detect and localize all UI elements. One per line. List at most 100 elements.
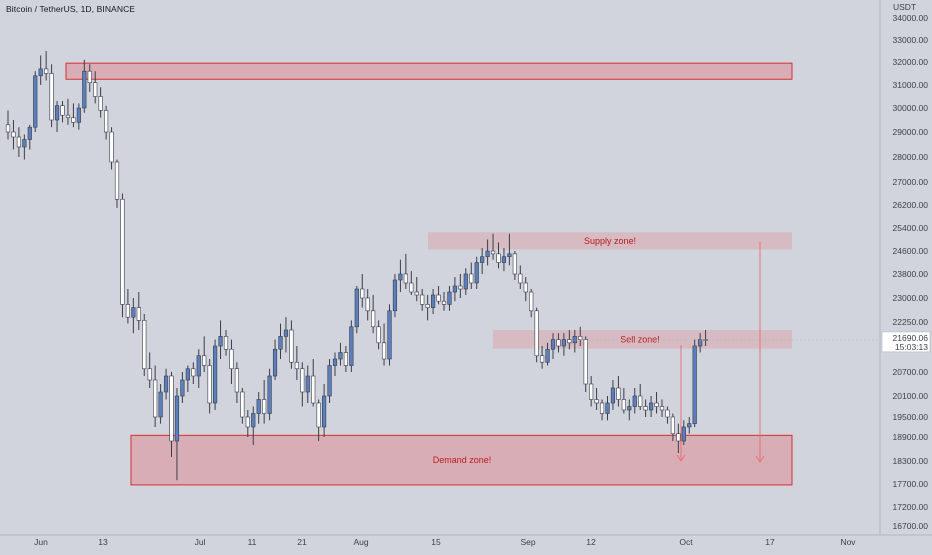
candle-body-down <box>496 253 501 263</box>
price-axis-tick: 24600.00 <box>893 246 929 256</box>
candle <box>93 71 98 104</box>
candle-body-up <box>278 336 283 350</box>
price-axis-unit: USDT <box>893 2 916 12</box>
candle-body-down <box>294 361 299 370</box>
candle <box>529 289 534 318</box>
candle <box>267 368 272 421</box>
candle <box>311 359 316 407</box>
candle <box>561 333 566 356</box>
candle <box>507 233 512 266</box>
candle-body-down <box>44 68 49 74</box>
candle <box>643 399 648 417</box>
candle <box>496 242 501 269</box>
candle <box>371 295 376 334</box>
zone-supply[interactable] <box>428 232 792 250</box>
candle-body-up <box>131 307 136 318</box>
candle <box>430 289 436 314</box>
candle <box>109 127 114 170</box>
candle <box>594 388 599 410</box>
candle-body-down <box>343 352 349 366</box>
candle-body-down <box>583 339 588 385</box>
candle <box>654 392 659 414</box>
candle <box>76 103 81 130</box>
candle-body-up <box>354 288 359 328</box>
candle <box>436 286 441 305</box>
zone-top-resistance[interactable] <box>65 62 793 80</box>
candle-body-up <box>332 358 338 366</box>
candle-body-down <box>512 253 517 275</box>
candle-body-up <box>327 365 332 397</box>
candle <box>490 233 496 260</box>
candle <box>294 346 299 380</box>
candle-body-up <box>507 253 512 258</box>
candle <box>605 396 610 421</box>
candle-body-up <box>605 402 610 414</box>
candle-body-up <box>163 375 169 393</box>
candle <box>153 365 158 427</box>
time-axis-tick: Sep <box>520 537 535 547</box>
candle-body-up <box>387 310 392 360</box>
candle-body-up <box>33 75 38 128</box>
candle <box>550 333 556 359</box>
candle-body-up <box>272 348 278 377</box>
candle <box>87 64 92 92</box>
candle <box>670 413 675 441</box>
candle <box>245 410 250 437</box>
candle <box>692 339 697 427</box>
candle-body-down <box>371 310 376 328</box>
candle <box>610 380 616 410</box>
candle <box>414 277 419 302</box>
zone-label-demand: Demand zone! <box>433 455 492 465</box>
candle <box>638 384 643 410</box>
candle <box>409 271 414 295</box>
candle-body-down <box>316 402 321 428</box>
candle <box>360 274 365 308</box>
candle <box>136 292 141 330</box>
candle-body-down <box>136 307 141 321</box>
price-axis-tick: 26200.00 <box>893 200 929 210</box>
candle <box>33 71 38 132</box>
candle-body-down <box>490 250 496 255</box>
candle <box>169 372 174 457</box>
candle <box>578 326 583 346</box>
price-axis-tick: 20100.00 <box>893 391 929 401</box>
candle-body-down <box>529 291 534 312</box>
time-axis-tick: Nov <box>840 537 856 547</box>
candle <box>501 248 507 272</box>
candle <box>283 317 289 353</box>
zone-label-supply: Supply zone! <box>584 236 636 246</box>
price-axis-tick: 29000.00 <box>893 127 929 137</box>
candle <box>534 307 539 363</box>
zone-sell[interactable] <box>493 330 792 349</box>
candle <box>589 376 594 407</box>
candle <box>327 359 332 403</box>
candle <box>512 251 517 280</box>
candle <box>251 406 256 445</box>
candle <box>180 372 185 403</box>
candle <box>458 274 463 298</box>
candle <box>447 286 452 311</box>
candle <box>316 399 321 441</box>
candle-body-up <box>480 256 485 263</box>
candle-body-down <box>16 136 22 148</box>
candle-body-down <box>665 409 670 418</box>
candle <box>22 134 27 160</box>
candle <box>425 295 430 321</box>
candle-body-up <box>681 426 686 442</box>
price-axis-tick: 34000.00 <box>893 13 929 23</box>
candle-body-up <box>305 375 310 393</box>
candle-body-up <box>256 399 261 414</box>
candle <box>49 64 54 128</box>
candle-body-down <box>311 375 316 404</box>
candle-body-up <box>463 273 468 290</box>
candle <box>349 320 354 372</box>
candle-body-down <box>223 336 229 350</box>
candle-body-down <box>523 282 528 293</box>
candle <box>229 339 234 384</box>
candle-body-up <box>213 345 218 404</box>
candle <box>698 333 703 353</box>
candle-body-down <box>578 336 583 340</box>
candle-body-down <box>191 368 196 377</box>
candle <box>621 388 626 414</box>
